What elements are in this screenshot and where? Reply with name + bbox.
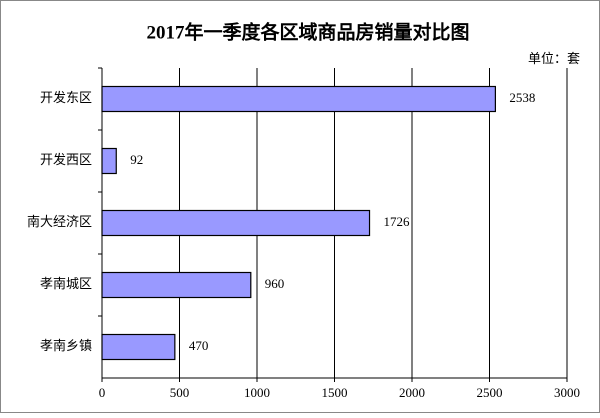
x-tick-label: 0 [99,385,106,400]
unit-label: 单位：套 [528,51,580,66]
value-label: 1726 [384,214,411,229]
y-tick-label: 孝南城区 [40,276,92,291]
bar [101,147,117,175]
value-label: 960 [265,276,285,291]
bar [101,271,252,299]
x-tick-label: 2000 [399,385,425,400]
x-tick-label: 1000 [244,385,270,400]
bar [101,333,176,361]
value-label: 2538 [509,90,535,105]
x-tick-label: 1500 [322,385,348,400]
bar [101,209,371,237]
y-tick-label: 开发东区 [40,90,92,105]
x-tick-label: 500 [170,385,190,400]
chart-title: 2017年一季度各区域商品房销量对比图 [146,20,469,43]
value-label: 92 [130,152,143,167]
x-tick-label: 3000 [554,385,580,400]
y-tick-label: 开发西区 [40,152,92,167]
x-tick-label: 2500 [477,385,503,400]
y-tick-label: 南大经济区 [27,214,92,229]
bar [101,85,496,113]
value-label: 470 [189,338,209,353]
y-tick-label: 孝南乡镇 [40,338,92,353]
